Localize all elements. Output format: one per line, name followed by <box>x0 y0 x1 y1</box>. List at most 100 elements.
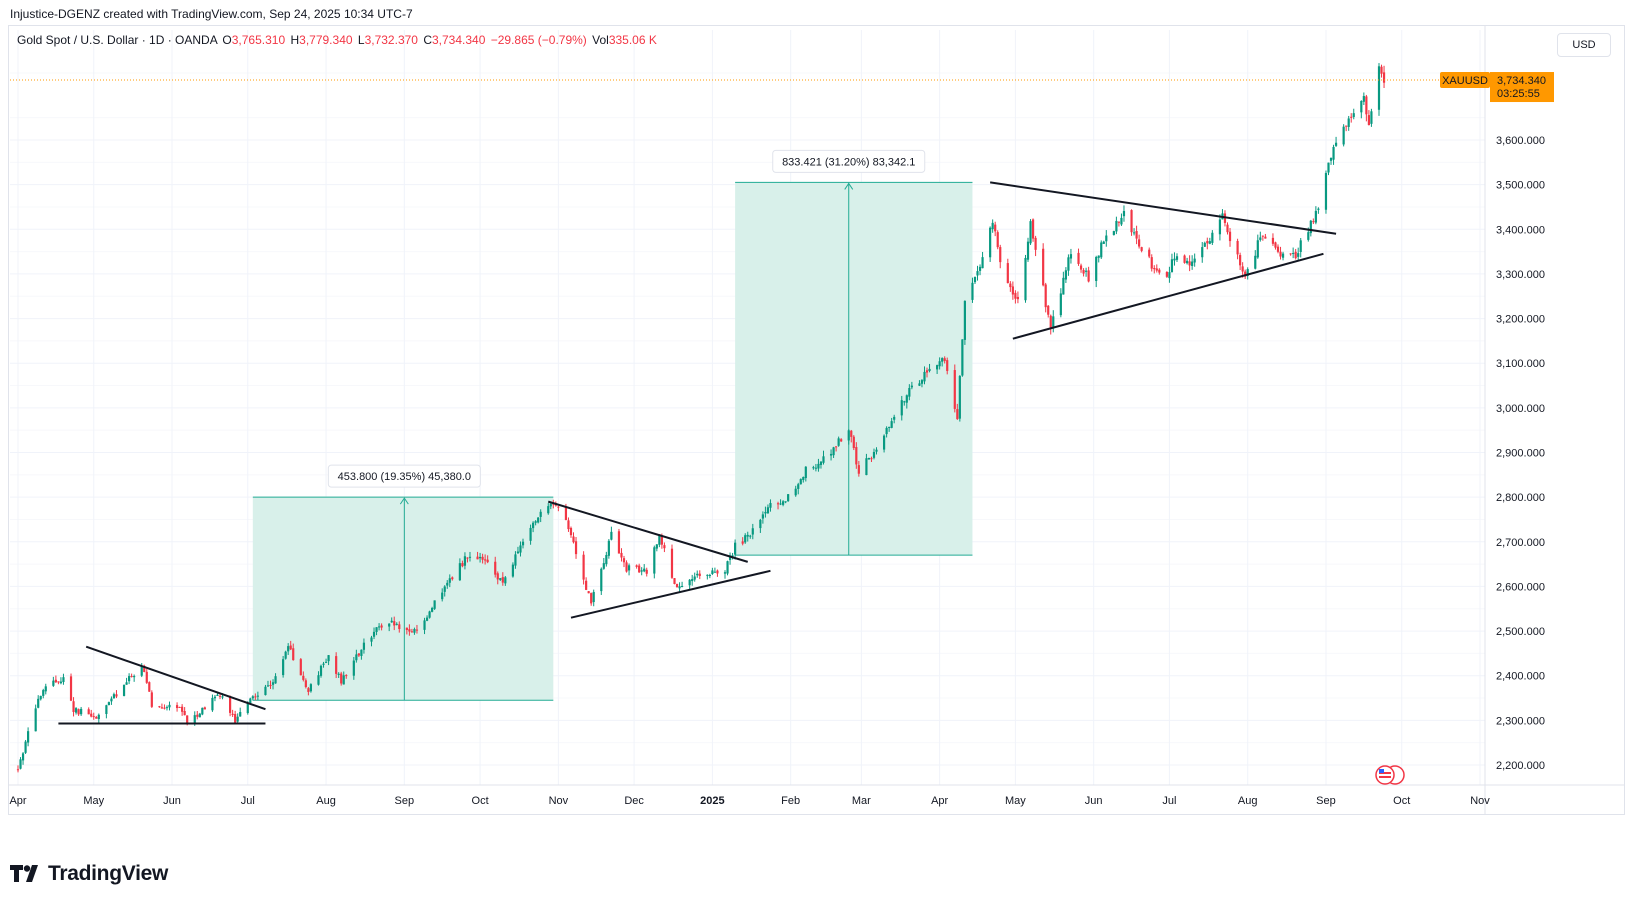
candle <box>236 713 239 724</box>
candle <box>1153 265 1156 274</box>
trendline <box>570 569 771 619</box>
candle <box>1317 207 1320 214</box>
candle <box>1112 230 1115 236</box>
candle-body <box>304 680 307 688</box>
candle-body <box>1047 305 1050 315</box>
candle <box>1206 237 1209 250</box>
candle <box>1274 241 1277 250</box>
candle <box>322 661 325 668</box>
candle-body <box>867 458 871 460</box>
candle-body <box>764 511 767 514</box>
candle-body <box>269 684 272 686</box>
candle <box>519 541 522 557</box>
candle-body <box>186 715 189 724</box>
candle-body <box>1254 255 1257 269</box>
candle <box>1049 314 1052 335</box>
candle <box>1185 257 1189 265</box>
candle <box>759 518 762 533</box>
candle-body <box>193 715 196 723</box>
candle <box>234 710 237 724</box>
candle <box>829 449 833 461</box>
candle-body <box>1347 118 1350 127</box>
candle-body <box>496 573 499 580</box>
candle-body <box>211 697 214 711</box>
candle-body <box>143 665 146 672</box>
candle-body <box>1117 221 1121 223</box>
candle <box>231 709 234 717</box>
candle <box>1026 237 1030 262</box>
candle <box>504 576 507 586</box>
candle-body <box>627 565 631 571</box>
candle <box>39 695 42 701</box>
candle-body <box>572 536 575 543</box>
candle-body <box>246 702 249 714</box>
candle-body <box>1193 258 1196 263</box>
candle-body <box>216 694 219 696</box>
candle <box>196 711 199 720</box>
candle-body <box>590 593 593 604</box>
candle-body <box>660 535 663 545</box>
candle <box>870 456 873 463</box>
candle <box>953 364 956 413</box>
measure-label: 833.421 (31.20%) 83,342.1 <box>782 156 915 168</box>
currency-button[interactable]: USD <box>1557 33 1611 57</box>
candle <box>761 511 764 524</box>
price-tag-value: 3,734.340 <box>1497 75 1546 87</box>
candle <box>1329 157 1333 165</box>
symbol-name[interactable]: Gold Spot / U.S. Dollar · 1D · OANDA <box>17 33 218 47</box>
candle <box>569 526 573 538</box>
candle-body <box>903 401 906 403</box>
candle-body <box>708 575 711 577</box>
candle-body <box>663 545 666 549</box>
candle-body <box>251 696 254 699</box>
candle <box>850 429 853 443</box>
candle-body <box>1382 72 1386 83</box>
candle <box>1271 233 1275 246</box>
candle-body <box>1246 269 1249 276</box>
candle-body <box>1105 235 1108 242</box>
candle <box>938 357 941 370</box>
time-tick-label: Jul <box>1162 795 1176 807</box>
candle <box>708 573 711 579</box>
candle-body <box>1006 263 1009 284</box>
price-tick-label: 2,900.000 <box>1496 448 1545 460</box>
candle <box>395 622 398 626</box>
candle-body <box>1274 242 1277 248</box>
time-tick-label: Sep <box>1316 795 1336 807</box>
time-tick-label: Jun <box>163 795 181 807</box>
candle-body <box>963 300 966 340</box>
candle-body <box>882 435 886 450</box>
candle <box>1360 100 1363 119</box>
candle-body <box>953 370 956 409</box>
candle <box>625 560 628 573</box>
candle <box>693 572 696 582</box>
candle-body <box>423 620 426 630</box>
candle <box>484 554 487 565</box>
time-tick-label: Oct <box>1393 795 1410 807</box>
candle-body <box>145 671 148 683</box>
candle-body <box>1155 268 1158 271</box>
candle-body <box>1120 217 1123 225</box>
candle-body <box>395 623 398 625</box>
candle-body <box>1332 146 1335 160</box>
events-flag-icon-front <box>1375 765 1395 785</box>
tradingview-logo[interactable]: TradingView <box>10 862 168 886</box>
candle <box>342 671 345 685</box>
candle <box>638 563 641 573</box>
candle-body <box>1115 220 1118 232</box>
candle <box>92 712 95 720</box>
candle-body <box>1350 116 1353 118</box>
candle <box>165 705 169 711</box>
candle-body <box>723 572 727 574</box>
candle <box>925 367 929 378</box>
candle <box>1170 253 1174 273</box>
candle <box>781 500 785 507</box>
candle-body <box>1135 231 1138 239</box>
candle <box>256 691 259 701</box>
candle-body <box>602 563 605 569</box>
candle-body <box>1140 247 1143 251</box>
candle <box>1014 290 1017 304</box>
candle <box>1342 124 1345 147</box>
candle-body <box>1241 266 1244 272</box>
